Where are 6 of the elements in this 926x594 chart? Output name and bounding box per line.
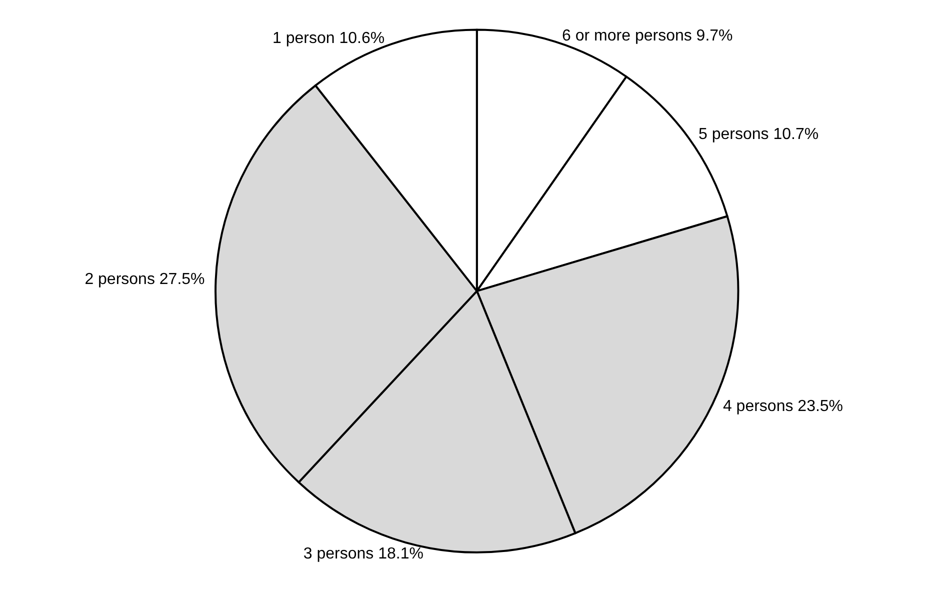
- slice-label: 5 persons 10.7%: [698, 126, 819, 143]
- slice-label: 1 person 10.6%: [272, 30, 385, 47]
- slice-label: 4 persons 23.5%: [722, 398, 844, 416]
- slice-label: 2 persons 27.5%: [84, 271, 205, 288]
- slice-label: 3 persons 18.1%: [303, 546, 424, 563]
- slice-label: 6 or more persons 9.7%: [562, 27, 733, 44]
